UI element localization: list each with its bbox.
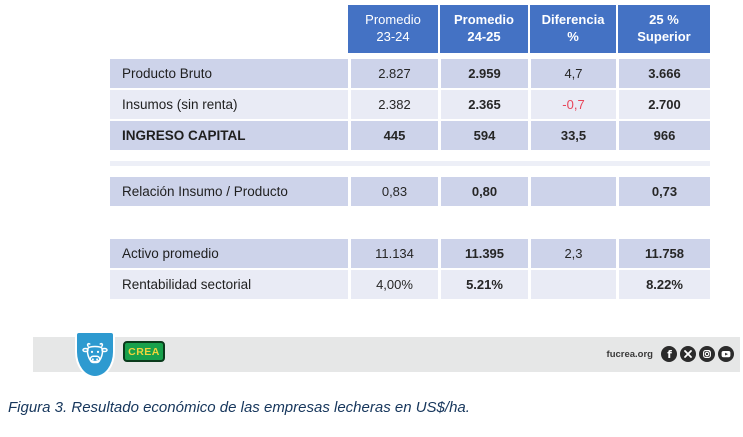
column-header-promedio-23-24: Promedio 23-24 [348, 5, 438, 53]
row-label: Activo promedio [110, 239, 348, 268]
website-url: fucrea.org [606, 348, 653, 360]
header-line: 25 % [649, 12, 679, 28]
cell-value: 2.382 [348, 90, 438, 119]
cell-value: 0,83 [348, 177, 438, 206]
crea-logo: CREA [123, 341, 165, 362]
column-header-25-superior: 25 % Superior [616, 5, 710, 53]
cell-value: 11.395 [438, 239, 528, 268]
cell-value: 11.134 [348, 239, 438, 268]
cell-value: 2.959 [438, 59, 528, 88]
table-row: Relación Insumo / Producto 0,83 0,80 0,7… [110, 177, 710, 206]
row-label: Relación Insumo / Producto [110, 177, 348, 206]
header-line: Diferencia [541, 12, 605, 28]
cell-value: 2.365 [438, 90, 528, 119]
cell-value [528, 177, 616, 206]
column-header-promedio-24-25: Promedio 24-25 [438, 5, 528, 53]
cell-value: 11.758 [616, 239, 710, 268]
row-label: Rentabilidad sectorial [110, 270, 348, 299]
facebook-icon: f [661, 346, 677, 362]
cell-value: 0,80 [438, 177, 528, 206]
cell-value: 4,00% [348, 270, 438, 299]
table-row: INGRESO CAPITAL 445 594 33,5 966 [110, 121, 710, 150]
table-row: Producto Bruto 2.827 2.959 4,7 3.666 [110, 59, 710, 88]
cow-icon [82, 342, 108, 363]
table-row: Rentabilidad sectorial 4,00% 5.21% 8.22% [110, 270, 710, 299]
crea-logo-text: CREA [128, 345, 160, 358]
table-row: Insumos (sin renta) 2.382 2.365 -0,7 2.7… [110, 90, 710, 119]
instagram-icon [699, 346, 715, 362]
youtube-icon [718, 346, 734, 362]
cell-value: 4,7 [528, 59, 616, 88]
cell-value: 5.21% [438, 270, 528, 299]
results-table: Promedio 23-24 Promedio 24-25 Diferencia… [110, 5, 710, 299]
fucrea-logo [75, 331, 115, 378]
figure-caption: Figura 3. Resultado económico de las emp… [8, 399, 470, 416]
table-row: Activo promedio 11.134 11.395 2,3 11.758 [110, 239, 710, 268]
header-line: 24-25 [467, 29, 501, 44]
row-label: INGRESO CAPITAL [110, 121, 348, 150]
header-line: % [567, 29, 579, 44]
svg-text:f: f [667, 349, 672, 361]
cell-value: 2.827 [348, 59, 438, 88]
cell-value: 445 [348, 121, 438, 150]
cell-value: 33,5 [528, 121, 616, 150]
header-line: 23-24 [376, 29, 410, 44]
cell-value: 8.22% [616, 270, 710, 299]
cell-value [528, 270, 616, 299]
cell-value: 0,73 [616, 177, 710, 206]
cell-value: 966 [616, 121, 710, 150]
cell-value: 2.700 [616, 90, 710, 119]
header-spacer [110, 5, 348, 53]
cell-value-negative: -0,7 [528, 90, 616, 119]
header-line: Promedio [454, 12, 514, 28]
row-label: Producto Bruto [110, 59, 348, 88]
header-line: Superior [637, 29, 691, 44]
column-header-diferencia: Diferencia % [528, 5, 616, 53]
x-icon [680, 346, 696, 362]
cell-value: 2,3 [528, 239, 616, 268]
header-line: Promedio [365, 12, 421, 28]
empty-row-strip [110, 161, 710, 166]
table-header-row: Promedio 23-24 Promedio 24-25 Diferencia… [110, 5, 710, 53]
cell-value: 594 [438, 121, 528, 150]
cell-value: 3.666 [616, 59, 710, 88]
row-label: Insumos (sin renta) [110, 90, 348, 119]
